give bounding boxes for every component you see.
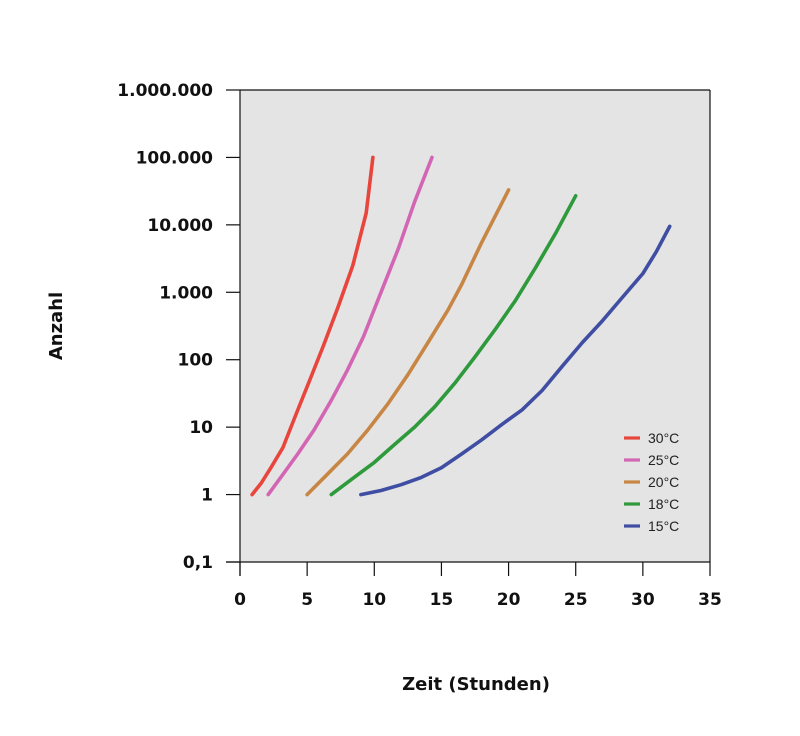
x-axis-title: Zeit (Stunden): [402, 674, 550, 695]
legend-label-2: 20°C: [648, 474, 679, 490]
x-tick-label-5: 25: [564, 590, 588, 610]
series-line-1: [266, 155, 434, 497]
legend: 30°C 25°C 20°C 18°C 15°C: [624, 430, 679, 534]
y-tick-label-5: 10.000: [147, 216, 213, 236]
legend-label-0: 30°C: [648, 430, 679, 446]
y-tick-label-7: 1.000.000: [117, 81, 213, 101]
series-line-0: [250, 155, 375, 497]
x-tick-label-7: 35: [698, 590, 722, 610]
y-tick-label-0: 0,1: [183, 553, 213, 573]
y-tick-label-2: 10: [189, 418, 213, 438]
axes-layer: 0,1 1 10 100 1.000 10.000 100.000 1.000.000 0 5 10…: [117, 81, 722, 610]
x-tick-label-3: 15: [430, 590, 454, 610]
y-tick-label-3: 100: [178, 351, 214, 371]
legend-label-3: 18°C: [648, 496, 679, 512]
x-tick-label-4: 20: [497, 590, 521, 610]
x-tick-label-6: 30: [631, 590, 655, 610]
y-tick-label-6: 100.000: [136, 148, 214, 168]
x-tick-label-2: 10: [362, 590, 386, 610]
y-axis-title: Anzahl: [46, 292, 67, 360]
legend-label-4: 15°C: [648, 518, 679, 534]
series-line-2: [305, 188, 511, 497]
y-tick-label-4: 1.000: [159, 283, 213, 303]
x-tick-label-0: 0: [234, 590, 246, 610]
series-layer: [250, 155, 672, 497]
y-tick-label-1: 1: [201, 486, 213, 506]
legend-label-1: 25°C: [648, 452, 679, 468]
series-line-4: [359, 224, 672, 497]
series-line-3: [329, 194, 578, 497]
x-tick-label-1: 5: [301, 590, 313, 610]
